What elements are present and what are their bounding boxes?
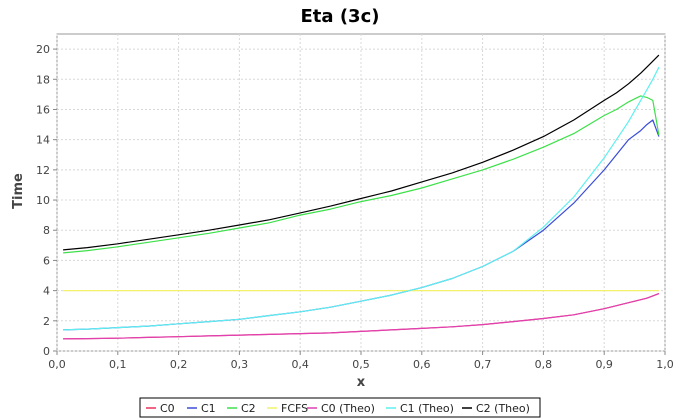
x-tick-label: 0,9	[595, 358, 613, 371]
x-axis-ticks: 0,0 0,1 0,2 0,3 0,4 0,5 0,6 0,7 0,8 0,9 1,0	[48, 351, 674, 371]
y-tick-label: 4	[43, 285, 50, 298]
series-layer	[63, 54, 660, 340]
y-axis-ticks: 0 2 4 6 8 10 12 14 16 18 20	[36, 43, 57, 358]
y-tick-label: 18	[36, 73, 50, 86]
legend-label-c2: C2	[241, 402, 256, 415]
legend-label-c2-theo: C2 (Theo)	[476, 402, 530, 415]
y-tick-label: 0	[43, 345, 50, 358]
x-tick-label: 0,3	[231, 358, 249, 371]
x-tick-label: 0,1	[109, 358, 127, 371]
x-tick-label: 0,2	[170, 358, 188, 371]
x-tick-label: 1,0	[656, 358, 674, 371]
series-line-c2-theo	[63, 54, 660, 251]
series-line-c0-theo	[63, 293, 660, 340]
legend	[139, 397, 541, 418]
series-line-c1-theo	[63, 66, 660, 331]
y-tick-label: 12	[36, 164, 50, 177]
legend-label-c1: C1	[201, 402, 216, 415]
grid-lines	[56, 34, 666, 352]
x-tick-label: 0,6	[413, 358, 431, 371]
x-tick-label: 0,8	[535, 358, 553, 371]
y-tick-label: 6	[43, 254, 50, 267]
x-tick-label: 0,7	[474, 358, 492, 371]
y-tick-label: 2	[43, 315, 50, 328]
y-tick-label: 14	[36, 134, 50, 147]
x-tick-label: 0,5	[352, 358, 370, 371]
y-tick-label: 8	[43, 224, 50, 237]
y-tick-label: 10	[36, 194, 50, 207]
legend-label-c1-theo: C1 (Theo)	[400, 402, 454, 415]
legend-label-fcfs: FCFS	[281, 402, 308, 415]
x-tick-label: 0,0	[48, 358, 66, 371]
legend-items: C0 C1 C2 FCFS C0 (Theo) C1 (Theo) C2 (Theo)	[146, 402, 530, 415]
series-line-c2	[63, 95, 660, 254]
x-tick-label: 0,4	[291, 358, 309, 371]
y-tick-label: 16	[36, 103, 50, 116]
x-axis-label: x	[357, 375, 366, 390]
legend-label-c0-theo: C0 (Theo)	[321, 402, 375, 415]
y-axis-label: Time	[11, 173, 26, 209]
y-tick-label: 20	[36, 43, 50, 56]
chart-title: Eta (3c)	[301, 6, 380, 27]
legend-label-c0: C0	[160, 402, 175, 415]
